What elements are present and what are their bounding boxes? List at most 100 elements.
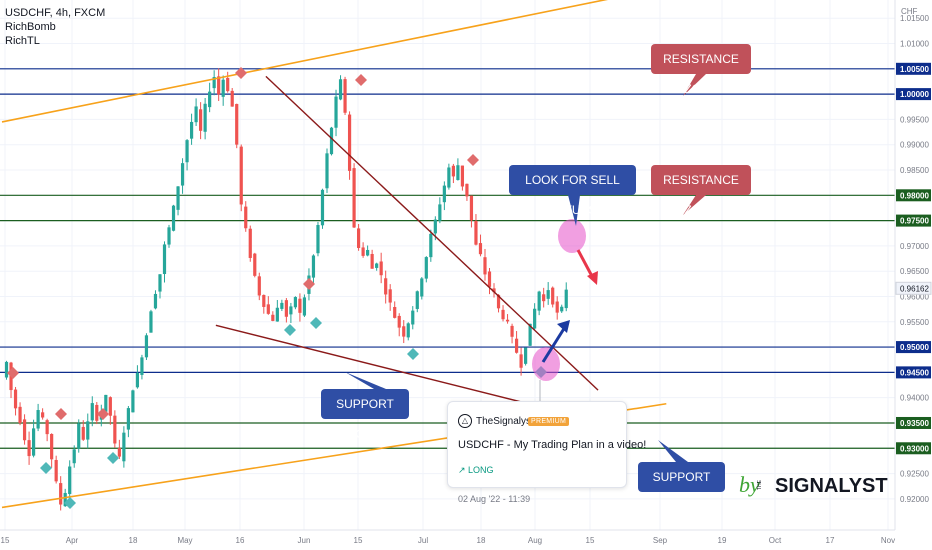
- buy-zone-highlight: [532, 347, 560, 381]
- candle-body: [501, 309, 505, 320]
- candle-body: [289, 306, 293, 315]
- candle-body: [478, 243, 483, 255]
- candle-body: [311, 255, 316, 278]
- watermark-the: THE: [757, 479, 763, 490]
- signal-markers: [7, 67, 547, 509]
- candle-body: [361, 247, 365, 256]
- candle-body: [469, 195, 474, 221]
- candle-body: [257, 276, 261, 296]
- indicator-richbomb[interactable]: RichBomb: [5, 21, 56, 33]
- callout-pointer: [683, 74, 706, 96]
- candle-body: [442, 185, 446, 203]
- time-tick: 18: [129, 536, 138, 545]
- candle-body: [208, 91, 212, 108]
- level-price-tag: [896, 366, 931, 379]
- level-price-label: 0.95000: [900, 343, 929, 352]
- candle-body: [27, 440, 31, 457]
- idea-card[interactable]: △ TheSignalyst PREMIUM USDCHF - My Tradi…: [447, 401, 646, 504]
- candle-body: [230, 90, 234, 107]
- idea-author[interactable]: TheSignalyst: [476, 416, 534, 427]
- price-tick: 0.99000: [900, 141, 929, 150]
- candle-body: [528, 323, 532, 346]
- trendline-descending-resistance: [265, 75, 599, 391]
- candle-body: [217, 76, 221, 95]
- idea-title[interactable]: USDCHF - My Trading Plan in a video!: [458, 439, 647, 451]
- candle-body: [411, 310, 415, 325]
- time-tick: Oct: [769, 536, 782, 545]
- candle-body: [104, 394, 108, 412]
- candle-body: [212, 77, 216, 89]
- candle-body: [551, 287, 555, 305]
- candle-body: [41, 412, 45, 418]
- candle-body: [537, 291, 541, 311]
- candle-body: [356, 228, 361, 248]
- price-tick: 1.01500: [900, 14, 929, 23]
- candle-body: [456, 165, 460, 180]
- level-price-label: 0.98000: [900, 191, 929, 200]
- candle-body: [460, 165, 465, 187]
- buy-signal-icon: [284, 324, 296, 336]
- candle-body: [325, 153, 329, 189]
- level-price-tag: [896, 341, 931, 354]
- candle-body: [302, 297, 307, 316]
- buy-signal-icon: [107, 452, 119, 464]
- candle-body: [352, 168, 356, 228]
- candle-body: [347, 114, 352, 171]
- level-price-label: 0.93500: [900, 419, 929, 428]
- candle-body: [189, 121, 194, 139]
- candle-body: [162, 244, 167, 275]
- candle-body: [447, 167, 451, 188]
- price-tick: 0.97000: [900, 242, 929, 251]
- candle-body: [50, 433, 54, 460]
- candle-body: [271, 314, 275, 321]
- support-zone-callout-left: SUPPORT ZONE: [321, 389, 409, 441]
- premium-badge: PREMIUM: [528, 417, 570, 426]
- price-tick: 1.01000: [900, 40, 929, 49]
- level-price-tag: [896, 189, 931, 202]
- candle-body: [203, 103, 207, 132]
- candle-body: [284, 300, 288, 317]
- idea-direction: ↗ LONG: [458, 465, 494, 475]
- resistance-zone-callout-mid: RESISTANCE ZONE: [651, 165, 751, 217]
- price-tick: 0.95500: [900, 318, 929, 327]
- candle-body: [298, 298, 302, 313]
- level-price-tag: [896, 214, 931, 227]
- candle-body: [199, 109, 203, 131]
- candle-body: [420, 278, 424, 297]
- callout-pointer: [658, 440, 688, 462]
- time-tick: 19: [718, 536, 727, 545]
- price-tick: 0.99500: [900, 115, 929, 124]
- indicator-richtl[interactable]: RichTL: [5, 35, 40, 47]
- candle-body: [366, 249, 370, 256]
- buy-signal-icon: [310, 317, 322, 329]
- candle-body: [117, 448, 121, 457]
- candle-body: [524, 347, 528, 364]
- candle-body: [555, 301, 559, 313]
- look-for-sell-callout: LOOK FOR SELL SETUPS: [509, 165, 636, 217]
- candle-body: [393, 306, 397, 318]
- time-axis[interactable]: 15 Apr 18 May 16 Jun 15 Jul 18 Aug 15 Sep 19 Oct 17 Nov: [0, 529, 932, 550]
- current-price-tag: [895, 281, 932, 295]
- candle-body: [438, 204, 442, 221]
- time-tick: Jun: [298, 536, 311, 545]
- symbol-label[interactable]: USDCHF, 4h, FXCM: [5, 7, 106, 19]
- candle-body: [379, 261, 383, 276]
- candle-body: [483, 257, 487, 275]
- level-price-label: 1.00000: [900, 90, 929, 99]
- candle-body: [31, 428, 36, 456]
- candle-body: [45, 420, 49, 435]
- candle-body: [542, 294, 546, 302]
- sell-arrowhead-icon: [587, 271, 598, 285]
- candle-body: [13, 389, 18, 409]
- callout-pointer: [683, 195, 706, 215]
- level-price-label: 0.93000: [900, 444, 929, 453]
- candle-body: [451, 165, 455, 177]
- sell-signal-icon: [355, 74, 367, 86]
- candle-body: [122, 432, 126, 462]
- candle-body: [280, 302, 284, 309]
- candle-body: [320, 189, 325, 226]
- candle-body: [86, 421, 90, 440]
- candle-body: [338, 79, 343, 100]
